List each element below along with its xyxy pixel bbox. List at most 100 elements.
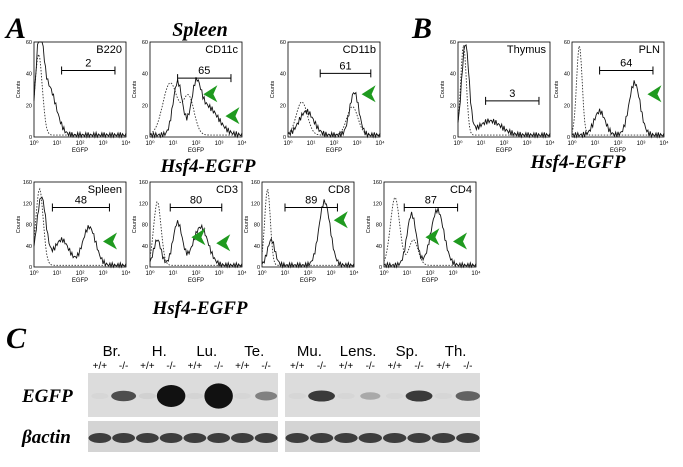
x-tick-label: 10⁴	[545, 140, 555, 147]
y-tick-label: 60	[450, 40, 456, 46]
band	[337, 393, 354, 399]
y-tick-label: 80	[376, 223, 382, 229]
solid-curve	[261, 199, 355, 269]
caption: Hsf4-EGFP	[152, 298, 248, 319]
gate-percent: 48	[75, 195, 87, 207]
x-tick-label: 10⁴	[375, 140, 385, 147]
solid-curve	[149, 220, 243, 269]
solid-curve	[33, 196, 127, 269]
y-tick-label: 160	[139, 180, 148, 186]
band	[431, 433, 456, 443]
x-tick-label: 10³	[99, 271, 108, 277]
histogram-label: CD4	[450, 184, 472, 196]
x-tick-label: 10⁴	[237, 270, 247, 277]
genotype-label: -/-	[261, 361, 270, 372]
x-tick-label: 10⁴	[659, 140, 669, 147]
x-tick-label: 10³	[215, 271, 224, 277]
band	[234, 393, 251, 399]
row-label: EGFP	[21, 386, 73, 407]
band	[230, 433, 254, 443]
x-axis-label: EGFP	[496, 148, 512, 154]
genotype-label: +/+	[188, 361, 203, 372]
y-tick-label: 40	[280, 72, 286, 78]
x-tick-label: 10⁴	[349, 270, 359, 277]
x-tick-label: 10²	[76, 141, 85, 147]
x-tick-label: 10⁰	[145, 140, 155, 147]
x-tick-label: 10¹	[169, 141, 178, 147]
x-tick-label: 10²	[192, 141, 201, 147]
genotype-label: -/-	[119, 361, 128, 372]
plot-frame	[457, 41, 551, 138]
y-tick-label: 160	[23, 180, 32, 186]
band	[435, 393, 452, 399]
x-tick-label: 10¹	[591, 141, 600, 147]
genotype-label: -/-	[366, 361, 375, 372]
genotype-label: +/+	[290, 361, 305, 372]
panel-letter: A	[4, 12, 26, 45]
western-blot: Br.+/+ -/-H.+/+ -/-Lu.+/+ -/-Te.+/+ -/-Mu.+/…	[88, 343, 480, 452]
genotype-label: +/+	[436, 361, 451, 372]
genotype-label: +/+	[140, 361, 155, 372]
gate-percent: 87	[425, 195, 437, 207]
band	[135, 433, 159, 443]
tissue-label: Br.	[103, 343, 121, 360]
genotype-label: -/-	[414, 361, 423, 372]
y-tick-label: 60	[26, 40, 32, 46]
row-label: βactin	[21, 427, 71, 448]
gate-percent: 80	[190, 195, 202, 207]
plot-frame	[383, 181, 477, 268]
band	[159, 433, 183, 443]
x-tick-label: 10⁰	[453, 140, 463, 147]
histogram-label: Spleen	[88, 184, 122, 196]
x-tick-label: 10⁰	[29, 270, 39, 277]
gate-bar	[169, 203, 223, 212]
gate-percent: 61	[339, 60, 351, 72]
y-axis-label: Counts	[132, 81, 138, 99]
arrow	[225, 107, 240, 125]
x-tick-label: 10³	[523, 141, 532, 147]
x-tick-label: 10⁰	[257, 270, 267, 277]
histogram-label: CD11c	[205, 44, 238, 56]
solid-curve	[287, 91, 381, 139]
x-axis-label: EGFP	[72, 278, 88, 284]
x-tick-label: 10²	[304, 271, 313, 277]
y-tick-label: 60	[564, 40, 570, 46]
panel-letter: B	[411, 12, 432, 45]
x-tick-label: 10²	[192, 271, 201, 277]
gate-bar	[284, 203, 338, 212]
arrow	[191, 228, 206, 246]
y-tick-label: 0	[453, 135, 456, 141]
band	[382, 433, 407, 443]
histogram-label: Thymus	[507, 44, 547, 56]
y-tick-label: 160	[251, 180, 260, 186]
x-tick-label: 10²	[330, 141, 339, 147]
y-axis-label: Counts	[366, 216, 372, 234]
band	[360, 392, 381, 400]
solid-curve	[33, 41, 127, 139]
x-tick-label: 10¹	[169, 271, 178, 277]
y-tick-label: 0	[145, 265, 148, 271]
y-tick-label: 20	[450, 103, 456, 109]
gate-percent: 64	[620, 58, 632, 70]
plot-frame	[149, 181, 243, 268]
genotype-label: +/+	[93, 361, 108, 372]
gate-percent: 3	[509, 88, 515, 100]
gate-percent: 65	[198, 65, 210, 77]
y-axis-label: Counts	[440, 81, 446, 99]
x-tick-label: 10³	[215, 141, 224, 147]
solid-curve	[457, 44, 551, 139]
x-tick-label: 10⁴	[121, 270, 131, 277]
plot-frame	[149, 41, 243, 138]
dotted-curve	[287, 101, 380, 136]
band	[88, 433, 112, 443]
y-tick-label: 40	[26, 72, 32, 78]
x-axis-label: EGFP	[188, 148, 204, 154]
plot-frame	[261, 181, 355, 268]
arrow	[103, 232, 117, 250]
band	[334, 433, 358, 443]
histogram-label: CD8	[328, 184, 350, 196]
y-tick-label: 120	[373, 201, 382, 207]
genotype-label: -/-	[463, 361, 472, 372]
arrow	[203, 85, 218, 103]
y-tick-label: 20	[564, 103, 570, 109]
